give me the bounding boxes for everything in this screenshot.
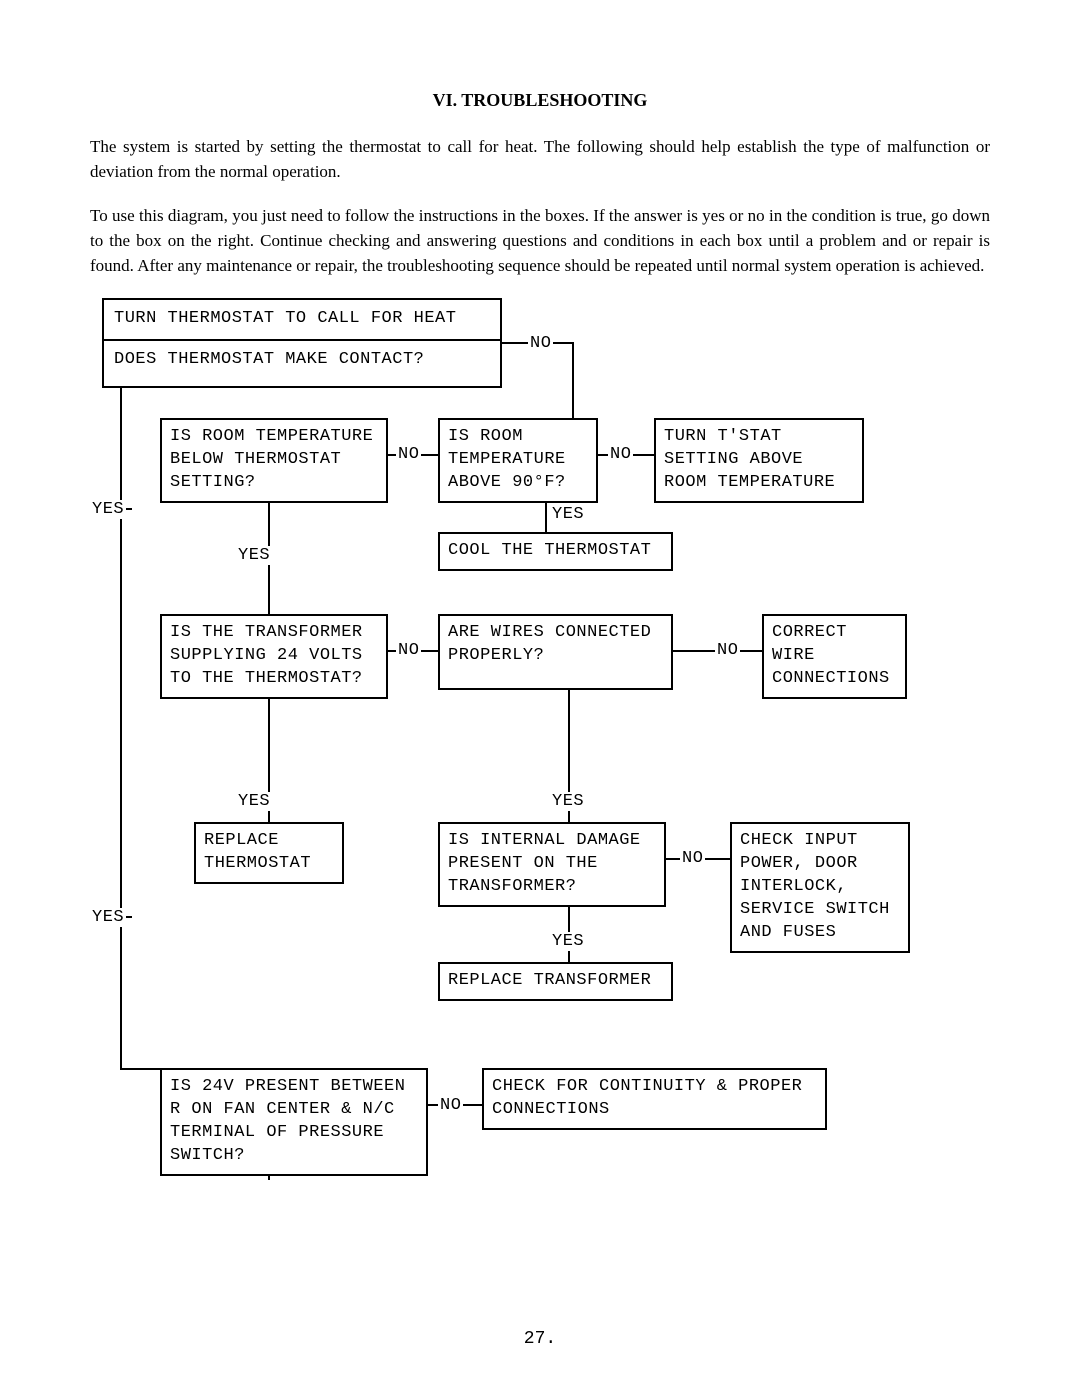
flow-label-l_yes_710: YES — [550, 792, 586, 811]
flow-label-l_no_top: NO — [528, 334, 553, 353]
flow-node-n1: TURN THERMOSTAT TO CALL FOR HEATDOES THE… — [102, 298, 502, 388]
connector-line — [120, 1068, 160, 1070]
connector-line — [572, 342, 574, 418]
flow-node-n7: ARE WIRES CONNECTED PROPERLY? — [438, 614, 673, 690]
flow-label-l_no_34: NO — [608, 445, 633, 464]
intro-paragraph-1: The system is started by setting the the… — [90, 135, 990, 184]
section-heading: VI. TROUBLESHOOTING — [90, 90, 990, 111]
flow-label-l_no_67: NO — [396, 641, 421, 660]
flow-node-n5: COOL THE THERMOSTAT — [438, 532, 673, 571]
flow-label-l_yes_left1: YES — [90, 500, 126, 519]
flow-node-n11: CHECK INPUT POWER, DOOR INTERLOCK, SERVI… — [730, 822, 910, 953]
flow-node-n2: IS ROOM TEMPERATURE BELOW THERMOSTAT SET… — [160, 418, 388, 503]
flow-node-n1-bottom: DOES THERMOSTAT MAKE CONTACT? — [104, 341, 500, 380]
connector-line — [120, 388, 122, 1068]
flow-node-n9: REPLACE THERMOSTAT — [194, 822, 344, 884]
troubleshooting-flowchart: TURN THERMOSTAT TO CALL FOR HEATDOES THE… — [90, 298, 990, 1298]
flow-node-n14: CHECK FOR CONTINUITY & PROPER CONNECTION… — [482, 1068, 827, 1130]
flow-node-n1-top: TURN THERMOSTAT TO CALL FOR HEAT — [104, 300, 500, 341]
connector-line — [568, 898, 570, 962]
flow-node-n8: CORRECT WIRE CONNECTIONS — [762, 614, 907, 699]
flow-node-n3: IS ROOM TEMPERATURE ABOVE 90°F? — [438, 418, 598, 503]
flow-label-l_yes_35: YES — [550, 505, 586, 524]
flow-label-l_yes_left2: YES — [90, 908, 126, 927]
flow-node-n10: IS INTERNAL DAMAGE PRESENT ON THE TRANSF… — [438, 822, 666, 907]
flow-label-l_no_1314: NO — [438, 1096, 463, 1115]
flow-node-n13: IS 24V PRESENT BETWEEN R ON FAN CENTER &… — [160, 1068, 428, 1176]
flow-node-n4: TURN T'STAT SETTING ABOVE ROOM TEMPERATU… — [654, 418, 864, 503]
flow-label-l_yes_26: YES — [236, 546, 272, 565]
flow-node-n12: REPLACE TRANSFORMER — [438, 962, 673, 1001]
flow-label-l_yes_1012: YES — [550, 932, 586, 951]
intro-paragraph-2: To use this diagram, you just need to fo… — [90, 204, 990, 278]
flow-label-l_no_1011: NO — [680, 849, 705, 868]
flow-label-l_no_78: NO — [715, 641, 740, 660]
flow-label-l_yes_69: YES — [236, 792, 272, 811]
flow-node-n6: IS THE TRANSFORMER SUPPLYING 24 VOLTS TO… — [160, 614, 388, 699]
page-number: 27. — [0, 1329, 1080, 1349]
flow-label-l_no_23: NO — [396, 445, 421, 464]
